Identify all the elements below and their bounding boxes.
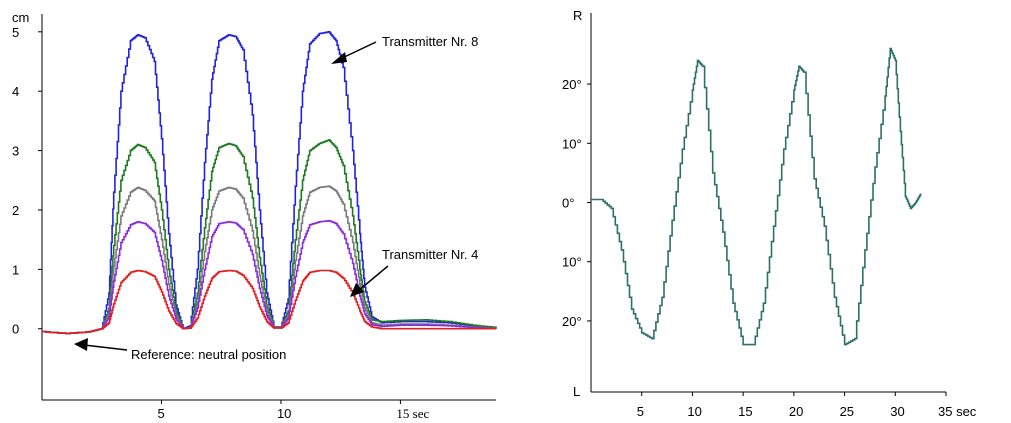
right-y-tick-label: 10° xyxy=(562,255,582,270)
left-y-axis-label: cm xyxy=(12,10,29,25)
left-y-tick-label: 5 xyxy=(12,25,19,40)
right-x-tick-label: 25 xyxy=(840,404,854,419)
left-annotations: Transmitter Nr. 8 Transmitter Nr. 4 Refe… xyxy=(74,34,478,362)
left-x-tick-label: 10 xyxy=(277,406,291,421)
annotation-reference-arrowhead xyxy=(74,338,88,351)
annotation-reference: Reference: neutral position xyxy=(131,347,286,362)
annotation-transmitter-8: Transmitter Nr. 8 xyxy=(382,34,478,49)
right-y-tick-label: 10° xyxy=(562,136,582,151)
left-y-tick-label: 0 xyxy=(12,322,19,337)
right-series-group xyxy=(591,47,922,346)
right-y-ticks: 20° 10° 0° 10° 20° xyxy=(562,77,591,329)
annotation-transmitter-8-arrowhead xyxy=(331,52,347,64)
left-y-ticks: 0 1 2 3 4 5 xyxy=(12,25,42,337)
right-y-tick-label: 0° xyxy=(562,196,574,211)
right-x-tick-label: 30 xyxy=(890,404,904,419)
right-y-tick-label: 20° xyxy=(562,314,582,329)
right-x-ticks: 5 10 15 20 25 30 35 sec xyxy=(637,392,977,419)
right-x-tick-label: 15 xyxy=(738,404,752,419)
left-x-tick-label: 5 xyxy=(157,406,164,421)
left-series-line-4 xyxy=(42,219,497,335)
annotation-transmitter-4-arrow-line xyxy=(357,265,389,292)
left-x-ticks: 5 10 15 sec xyxy=(157,400,430,421)
right-x-tick-label: 10 xyxy=(687,404,701,419)
right-x-tick-label: 5 xyxy=(637,404,644,419)
left-series-line-5 xyxy=(42,269,496,335)
left-x-tick-label: 15 sec xyxy=(396,406,429,421)
left-y-tick-label: 3 xyxy=(12,144,19,159)
left-y-tick-label: 2 xyxy=(12,203,19,218)
chart-right: R L 20° 10° 0° 10° 20° 5 10 15 20 25 30 35 sec xyxy=(562,8,977,419)
right-x-tick-label: 20 xyxy=(789,404,803,419)
annotation-transmitter-4: Transmitter Nr. 4 xyxy=(382,247,478,262)
right-y-tick-label: 20° xyxy=(562,77,582,92)
right-y-label-bottom: L xyxy=(573,384,580,399)
left-y-tick-label: 4 xyxy=(12,84,19,99)
right-y-label-top: R xyxy=(573,8,582,23)
annotation-transmitter-4-arrowhead xyxy=(350,283,364,297)
left-series-group xyxy=(42,31,497,335)
left-series-line-1 xyxy=(42,31,497,335)
annotation-reference-arrow-line xyxy=(83,344,128,351)
right-x-tick-label: 35 sec xyxy=(938,404,977,419)
left-y-tick-label: 1 xyxy=(12,262,19,277)
left-series-line-2 xyxy=(42,139,497,335)
right-series-line-1 xyxy=(591,47,922,346)
chart-left: cm 0 1 2 3 4 5 5 10 15 sec Transmitter Nr. 8 Tr… xyxy=(12,10,497,421)
